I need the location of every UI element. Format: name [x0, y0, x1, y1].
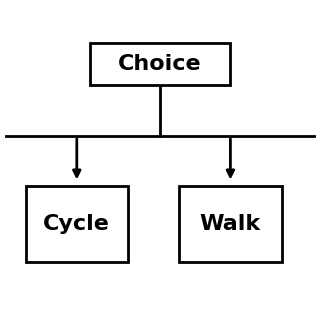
FancyBboxPatch shape	[179, 186, 282, 262]
FancyBboxPatch shape	[26, 186, 128, 262]
Text: Choice: Choice	[118, 54, 202, 74]
Text: Cycle: Cycle	[44, 214, 110, 234]
FancyBboxPatch shape	[90, 43, 230, 85]
Text: Walk: Walk	[200, 214, 261, 234]
